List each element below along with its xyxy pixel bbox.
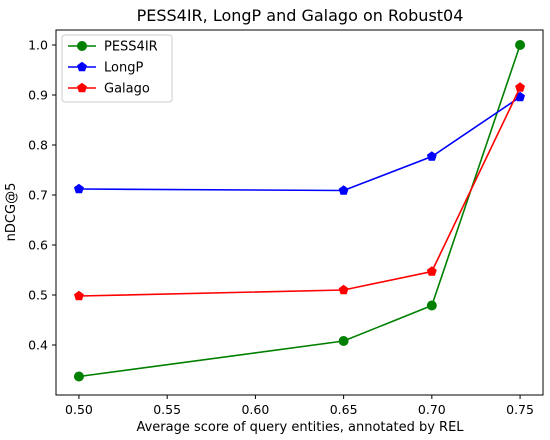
series-line-galago [78, 87, 521, 297]
y-tick-label: 0.4 [28, 338, 48, 353]
series-layer [73, 40, 526, 382]
y-axis-label: nDCG@5 [4, 183, 19, 242]
series-pess4ir [73, 40, 526, 382]
legend: PESS4IR LongP Galago [61, 34, 173, 103]
data-point-pess4ir [515, 40, 526, 50]
legend-item-longp: LongP [68, 61, 143, 76]
x-tick-label: 0.70 [418, 402, 446, 417]
series-line-longp [78, 96, 521, 192]
data-point-galago [426, 266, 437, 276]
data-point-galago [515, 82, 526, 92]
x-tick-label: 0.60 [241, 402, 269, 417]
y-tick-label: 0.5 [28, 288, 48, 303]
legend-label: LongP [104, 61, 143, 76]
y-tick-label: 1.0 [28, 38, 48, 53]
x-tick-label: 0.75 [506, 402, 534, 417]
x-axis-label: Average score of query entities, annotat… [136, 420, 464, 435]
data-point-galago [73, 290, 84, 301]
y-tick-label: 0.8 [28, 138, 48, 153]
x-tick-label: 0.55 [153, 402, 181, 417]
y-tick-label: 0.7 [28, 188, 48, 203]
y-tick-label: 0.6 [28, 238, 48, 253]
y-axis: 0.4 0.5 0.6 0.7 0.8 0.9 1.0 [28, 38, 56, 353]
x-axis: 0.50 0.55 0.60 0.65 0.70 0.75 [65, 395, 534, 417]
legend-swatch-marker [77, 82, 87, 93]
data-point-longp [338, 185, 349, 195]
data-point-pess4ir [338, 336, 349, 346]
legend-label: Galago [104, 82, 150, 97]
data-point-longp [426, 151, 437, 161]
legend-swatch-marker [77, 41, 87, 51]
legend-swatch-marker [77, 61, 87, 72]
legend-item-pess4ir: PESS4IR [68, 40, 158, 55]
chart-title: PESS4IR, LongP and Galago on Robust04 [137, 6, 464, 25]
y-tick-label: 0.9 [28, 88, 48, 103]
data-point-galago [338, 284, 349, 295]
legend-box [61, 34, 173, 103]
data-point-pess4ir [426, 300, 437, 311]
legend-item-galago: Galago [68, 82, 150, 97]
legend-label: PESS4IR [104, 40, 158, 55]
plot-area [55, 29, 544, 396]
x-tick-label: 0.65 [330, 402, 358, 417]
x-tick-label: 0.50 [65, 402, 93, 417]
series-galago [73, 82, 526, 301]
series-line-pess4ir [78, 44, 521, 378]
data-point-longp [73, 183, 84, 194]
series-longp [73, 91, 526, 195]
data-point-pess4ir [73, 371, 84, 382]
